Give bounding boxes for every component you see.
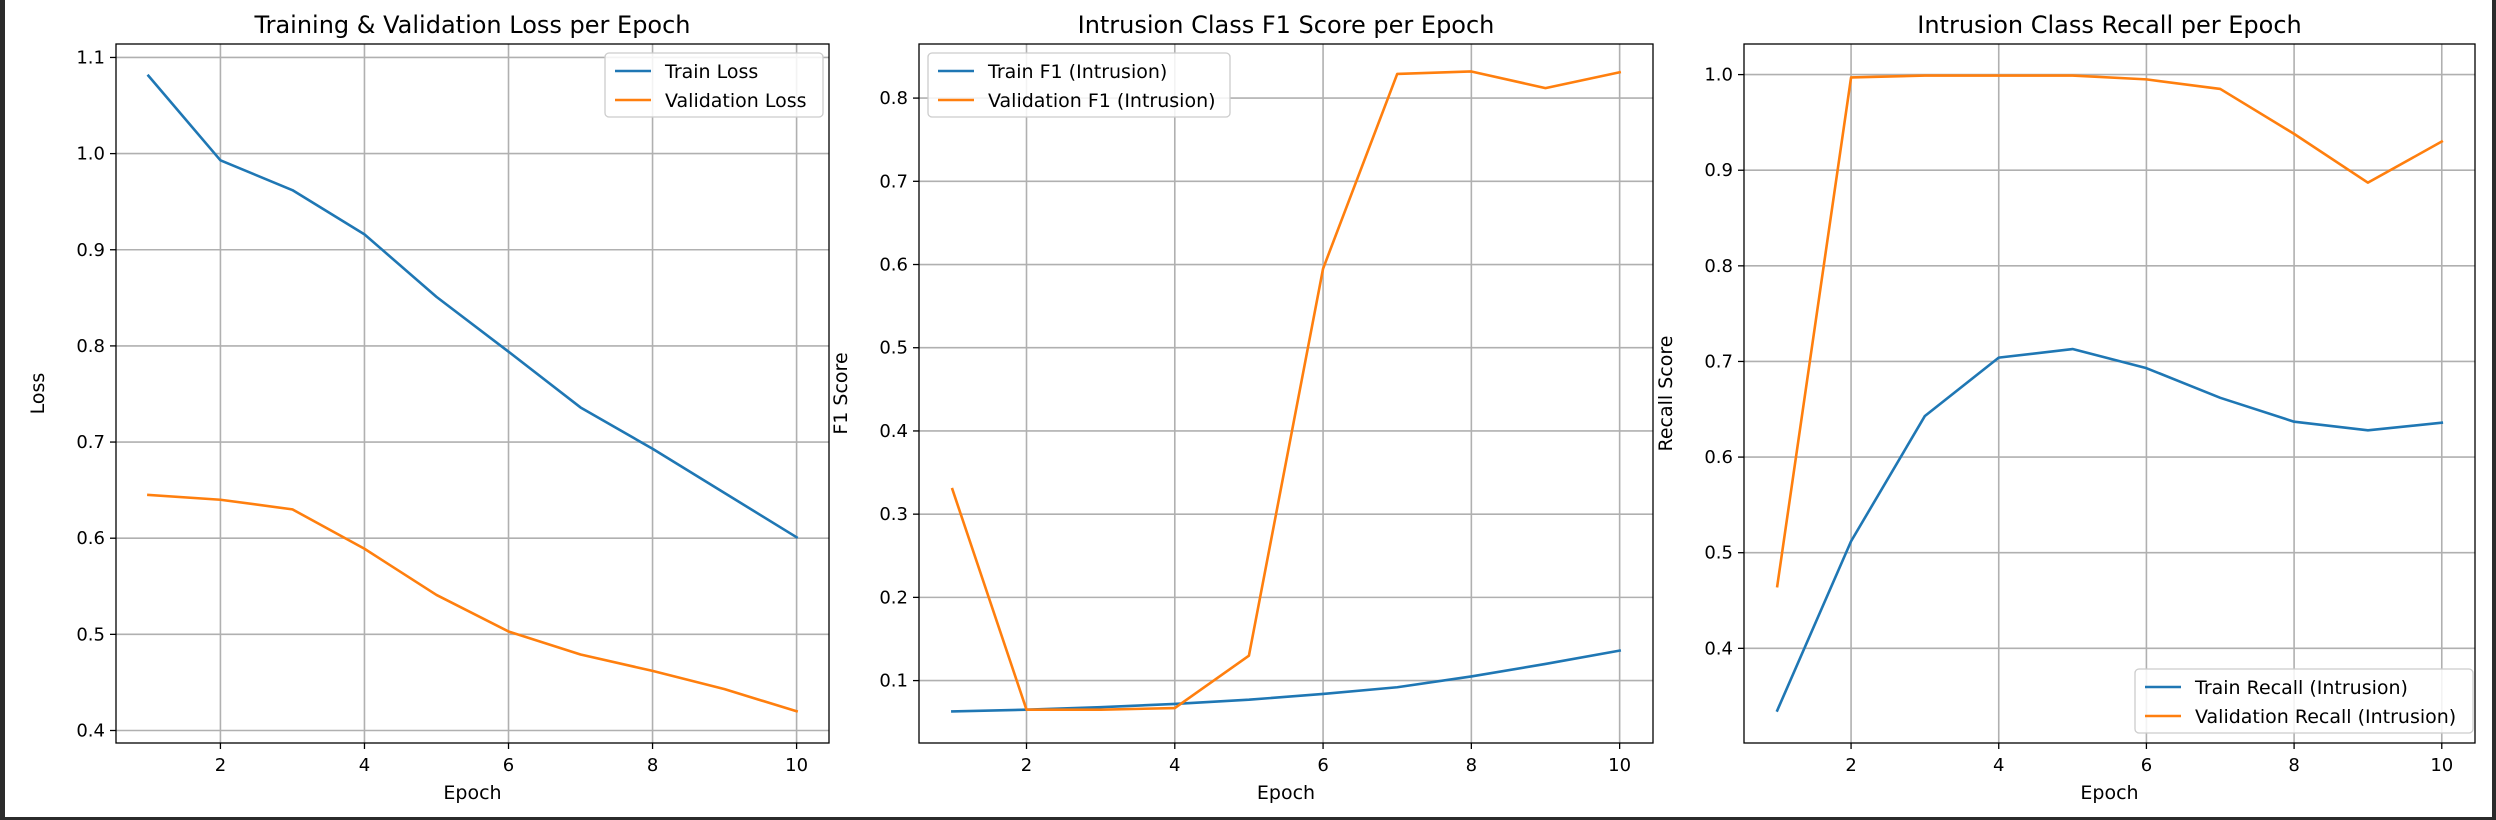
x-tick-label: 4	[1169, 755, 1180, 776]
legend-box	[927, 52, 1231, 118]
axes-frame	[1743, 43, 2476, 744]
x-tick-label: 10	[2430, 755, 2453, 776]
legend-label: Validation F1 (Intrusion)	[988, 90, 1216, 112]
y-tick-label: 0.6	[1704, 447, 1733, 468]
chart-panel-3: 2 4 6 8 10 0.4 0.5 0.6 0.7 0.8 0.9 1.0 Intrusion Cla…	[1655, 11, 2476, 804]
series-line-validation	[1775, 74, 2444, 588]
y-axis-label: F1 Score	[830, 352, 852, 434]
legend-box	[2134, 668, 2474, 734]
series-line-train	[146, 73, 799, 540]
y-tick-label: 0.8	[1704, 256, 1733, 277]
y-tick-label: 0.7	[879, 171, 908, 192]
y-tick-label: 0.2	[879, 587, 908, 608]
y-tick-label: 0.6	[76, 528, 105, 549]
y-tick-label: 0.7	[1704, 351, 1733, 372]
axes-frame	[115, 43, 830, 744]
series-line-train	[1775, 347, 2444, 713]
x-axis-label: Epoch	[2080, 782, 2138, 804]
x-tick-label: 8	[2288, 755, 2299, 776]
y-tick-label: 0.4	[76, 721, 105, 742]
x-tick-label: 10	[1608, 755, 1631, 776]
axes-frame	[918, 43, 1654, 744]
chart-figure: 2 4 6 8 10 0.4 0.5 0.6 0.7 0.8 0.9 1.0 1.1 Training &…	[27, 11, 2476, 804]
chart-title: Intrusion Class F1 Score per Epoch	[1078, 11, 1495, 39]
x-tick-label: 8	[1466, 755, 1477, 776]
y-tick-label: 0.6	[879, 255, 908, 276]
legend-box	[604, 52, 824, 118]
y-tick-label: 0.9	[76, 240, 105, 261]
x-tick-label: 2	[1845, 755, 1856, 776]
legend-label: Validation Recall (Intrusion)	[2195, 706, 2456, 728]
x-axis-label: Epoch	[443, 782, 501, 804]
x-tick-label: 10	[785, 755, 808, 776]
grid	[919, 44, 1653, 743]
x-axis-label: Epoch	[1257, 782, 1315, 804]
y-tick-label: 0.1	[879, 671, 908, 692]
y-tick-label: 0.4	[1704, 638, 1733, 659]
y-tick-label: 0.4	[879, 421, 908, 442]
y-axis-label: Loss	[27, 373, 49, 415]
y-axis-label: Recall Score	[1655, 336, 1677, 452]
x-tick-label: 2	[1021, 755, 1032, 776]
y-tick-label: 0.5	[1704, 543, 1733, 564]
y-tick-label: 0.8	[76, 336, 105, 357]
chart-title: Training & Validation Loss per Epoch	[253, 11, 690, 39]
grid	[1744, 44, 2475, 743]
legend-label: Train Loss	[664, 61, 758, 83]
y-tick-label: 0.3	[879, 504, 908, 525]
chart-panel-2: 2 4 6 8 10 0.1 0.2 0.3 0.4 0.5 0.6 0.7 0.8 Intrusion …	[830, 11, 1654, 804]
y-tick-label: 1.0	[1704, 65, 1733, 86]
grid	[116, 44, 829, 743]
x-tick-label: 4	[1993, 755, 2004, 776]
y-tick-label: 0.5	[879, 338, 908, 359]
x-tick-label: 2	[215, 755, 226, 776]
y-tick-label: 1.1	[76, 47, 105, 68]
chart-panel-1: 2 4 6 8 10 0.4 0.5 0.6 0.7 0.8 0.9 1.0 1.1 Training &…	[27, 11, 830, 804]
y-tick-label: 1.0	[76, 144, 105, 165]
x-tick-label: 6	[2141, 755, 2152, 776]
chart-title: Intrusion Class Recall per Epoch	[1917, 11, 2301, 39]
legend: Train Recall (Intrusion) Validation Recal…	[2134, 668, 2474, 734]
series-line-validation	[950, 70, 1622, 712]
x-tick-label: 4	[359, 755, 370, 776]
y-tick-label: 0.9	[1704, 160, 1733, 181]
y-tick-label: 0.5	[76, 624, 105, 645]
x-tick-label: 6	[503, 755, 514, 776]
figure: 2 4 6 8 10 0.4 0.5 0.6 0.7 0.8 0.9 1.0 1.1 Training &…	[5, 0, 2492, 817]
legend: Train Loss Validation Loss	[604, 52, 824, 118]
y-tick-label: 0.7	[76, 432, 105, 453]
legend-label: Train F1 (Intrusion)	[987, 61, 1167, 83]
series-line-validation	[147, 493, 799, 713]
legend-label: Validation Loss	[665, 90, 807, 112]
x-tick-label: 6	[1317, 755, 1328, 776]
legend: Train F1 (Intrusion) Validation F1 (Intru…	[927, 52, 1231, 118]
y-tick-label: 0.8	[879, 88, 908, 109]
legend-label: Train Recall (Intrusion)	[2194, 677, 2408, 699]
x-tick-label: 8	[647, 755, 658, 776]
